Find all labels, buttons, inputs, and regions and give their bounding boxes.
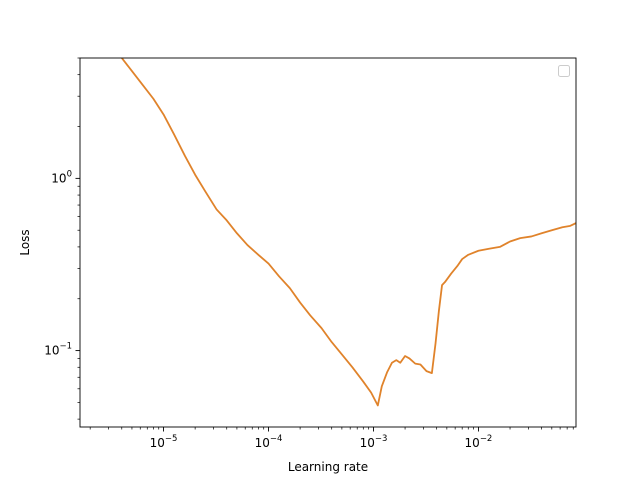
x-tick-label: 10−2 [465,434,493,450]
x-tick-label: 10−4 [255,434,283,450]
tick-layer: 10−5 10−4 10−3 10−2 100 10−1 [44,57,574,450]
plot-layer [121,58,576,407]
plot-frame [79,57,577,428]
y-tick-label: 10−1 [44,342,72,358]
legend-box [558,65,570,77]
x-tick-label: 10−3 [360,434,388,450]
y-tick-label: 100 [51,169,72,185]
x-axis-label: Learning rate [288,460,368,474]
y-axis-label: Loss [18,229,32,255]
x-tick-label: 10−5 [150,434,178,450]
series-line-0 [121,58,576,407]
